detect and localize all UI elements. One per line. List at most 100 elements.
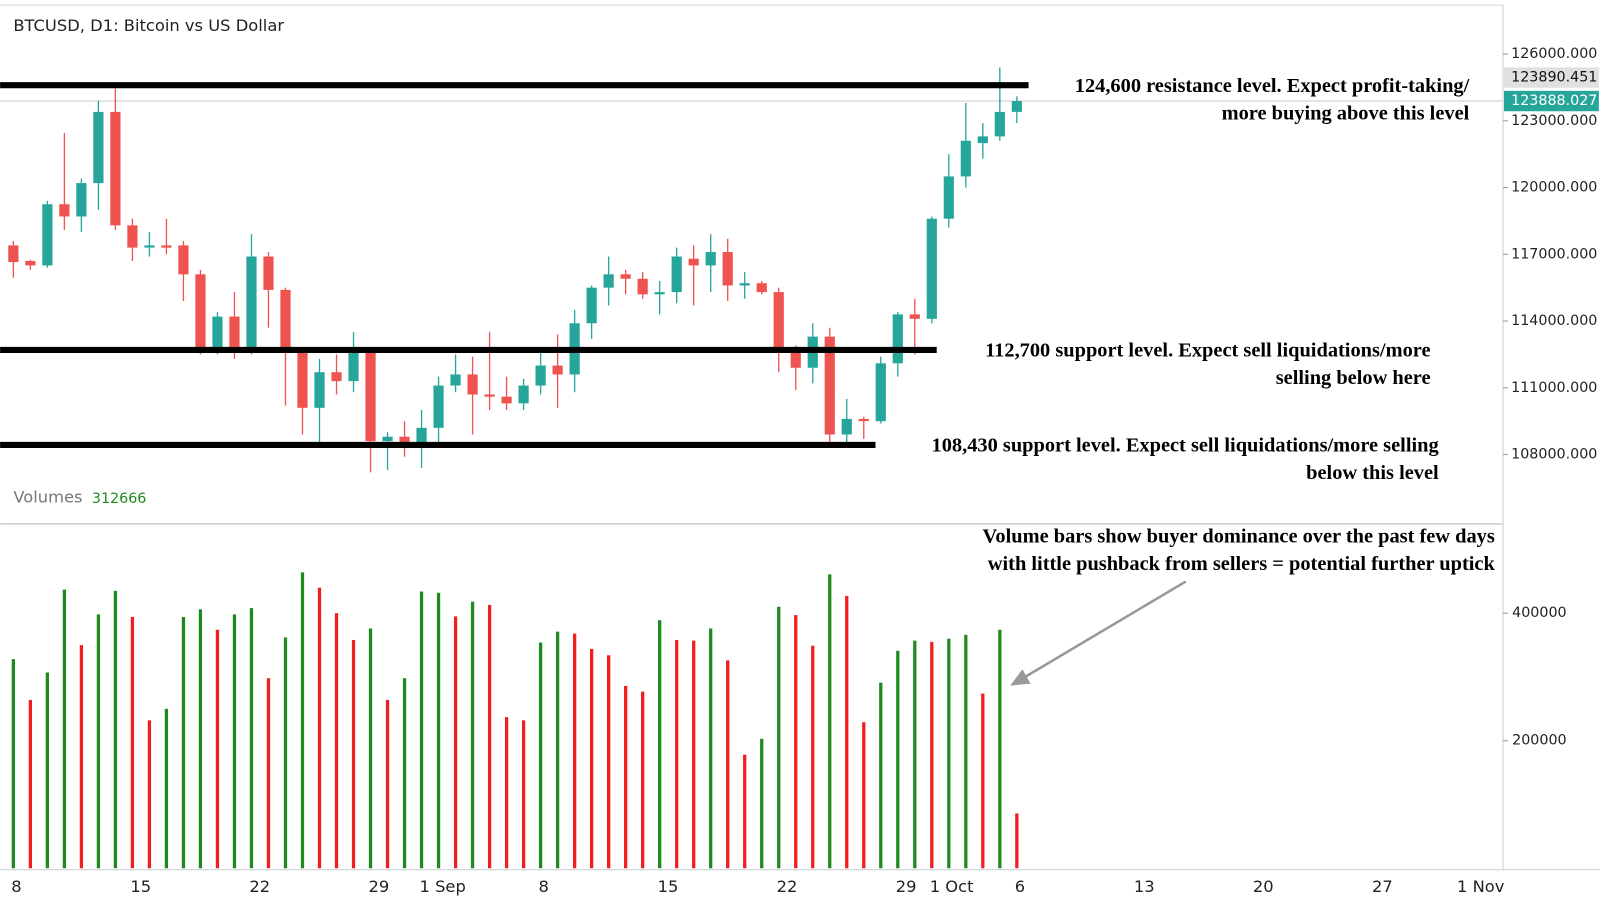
volume-annotation: with little pushback from sellers = pote… [988,553,1496,575]
volume-bar [624,685,628,869]
volume-bar [811,645,815,869]
y-tick-label: 108000.000 [1511,447,1597,463]
chart-title: BTCUSD, D1: Bitcoin vs US Dollar [13,16,284,35]
candle-body [365,352,376,442]
candle-body [535,365,546,386]
candle-body [654,292,665,295]
candle-body [926,218,937,319]
candle-body [212,316,223,348]
x-tick-label: 6 [1015,877,1025,896]
volume-bar [79,645,84,869]
level-annotation: selling below here [1276,367,1431,389]
candle-body [875,363,886,422]
volume-bar [590,648,594,869]
x-tick-label: 29 [368,877,389,896]
x-tick-label: 1 Sep [420,877,466,896]
candle-body [552,365,563,375]
volume-bar [436,592,441,869]
volume-bar [368,628,373,869]
candle-body [280,289,291,353]
volume-bar [11,659,15,869]
volume-bar [743,754,747,869]
candle-body [110,111,121,226]
candle-body [25,260,36,266]
candle-body [144,245,155,248]
x-tick-label: 15 [658,877,679,896]
candle-body [467,374,478,395]
arrow-shaft [1021,580,1187,680]
candle-body [892,314,903,364]
volume-bar [96,614,101,869]
level-annotation: more buying above this level [1222,102,1470,124]
volume-bar [845,595,849,869]
volume-bar [453,616,458,869]
volume-bar [45,672,50,869]
candle-body [858,418,869,422]
candle-body [450,374,461,386]
volume-bar [300,572,305,869]
y-tick-label: 117000.000 [1511,246,1597,262]
volume-bar [913,640,917,869]
candle-body [824,336,835,435]
volume-bar [164,708,169,869]
volume-bar [232,614,237,869]
candle-body [416,427,427,448]
candle-body [484,394,495,397]
candle-body [93,111,104,184]
volume-bar [964,634,968,869]
volume-bar [1015,813,1019,869]
y-tick-label: 400000 [1512,605,1566,621]
candle-body [586,287,597,324]
y-tick-label: 111000.000 [1511,380,1597,396]
volume-bar [794,615,798,869]
candle-body [178,245,189,275]
candle-body [637,278,648,295]
volume-bar [828,574,832,869]
volume-bar [130,617,135,869]
candle-body [790,352,801,368]
y-tick-label: 200000 [1512,733,1566,749]
x-tick-label: 22 [249,877,270,896]
volume-bar [896,650,900,869]
price-marker-box [1504,67,1599,88]
volume-bar [998,629,1002,869]
price-marker-label: 123888.027 [1511,93,1597,109]
price-marker-box [1504,90,1599,112]
volume-bar [607,655,611,869]
volume-bar [981,693,985,869]
x-tick-label: 13 [1134,877,1155,896]
price-marker-label: 123890.451 [1511,70,1597,86]
candle-body [1011,101,1022,112]
candle-body [161,245,172,248]
y-tick-label: 114000.000 [1511,313,1597,329]
volume-bar [692,640,696,869]
level-annotation: below this level [1306,462,1439,484]
volume-bar [760,738,764,869]
level-annotation: 112,700 support level. Expect sell liqui… [985,340,1430,362]
candle-body [620,274,631,279]
candle-body [756,283,767,293]
volume-bar [351,639,356,869]
volume-bar [538,642,543,869]
volume-bar [572,633,577,869]
candle-body [722,252,733,286]
x-tick-label: 15 [130,877,151,896]
volume-bar [385,699,390,869]
candle-body [994,111,1005,137]
x-tick-label: 27 [1372,877,1393,896]
volume-bar [283,637,288,869]
x-tick-label: 29 [896,877,917,896]
volume-bar [215,629,220,869]
candle-body [331,372,342,382]
candle-body [297,352,308,408]
volume-bar [113,590,118,869]
level-annotation: 124,600 resistance level. Expect profit-… [1075,75,1470,97]
candle-body [433,385,444,428]
x-tick-label: 1 Oct [930,877,974,896]
volume-bar [266,678,271,869]
candle-body [263,256,274,290]
candle-body [705,252,716,266]
candle-body [76,183,87,217]
